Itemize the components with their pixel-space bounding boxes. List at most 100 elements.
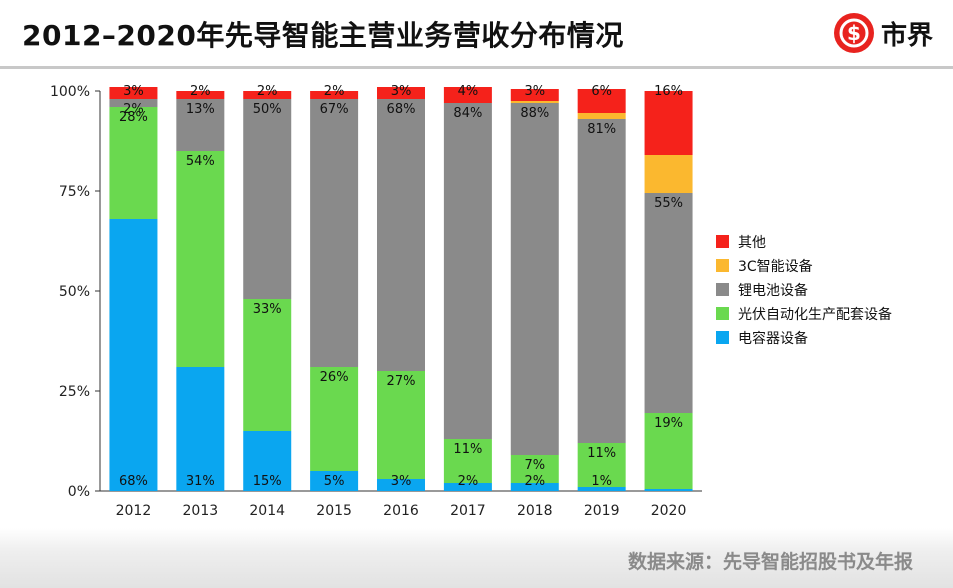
legend-label: 电容器设备 bbox=[738, 330, 808, 347]
legend-swatch bbox=[716, 259, 729, 272]
x-tick-label: 2019 bbox=[584, 503, 620, 519]
data-label: 3% bbox=[524, 84, 545, 99]
data-label: 3% bbox=[391, 474, 412, 489]
bar-segment bbox=[109, 99, 158, 107]
bar-segment bbox=[109, 87, 158, 99]
brand-logo-text: 市界 bbox=[880, 20, 933, 51]
x-tick-label: 2016 bbox=[383, 503, 419, 519]
chart-data-labels: 68%28%2%3%31%54%13%2%15%33%50%2%5%26%67%… bbox=[119, 84, 683, 489]
bar-segment bbox=[310, 367, 359, 471]
bar-segment bbox=[577, 89, 626, 113]
bar-segment bbox=[443, 483, 492, 491]
data-label: 3% bbox=[391, 84, 412, 99]
stacked-bar-chart: 0% 25% 50% 75% 100% 2012 2013 2014 2015 2016 2017 2… bbox=[50, 84, 892, 519]
bar-segment bbox=[510, 455, 559, 483]
x-tick-label: 2017 bbox=[450, 503, 486, 519]
x-tick-label: 2020 bbox=[651, 503, 687, 519]
y-tick-label: 0% bbox=[68, 484, 90, 500]
bar-segment bbox=[510, 101, 559, 103]
data-label: 2% bbox=[458, 474, 479, 489]
bar-segment bbox=[577, 487, 626, 491]
data-label: 1% bbox=[591, 474, 612, 489]
x-tick-label: 2014 bbox=[249, 503, 285, 519]
y-tick-label: 25% bbox=[59, 384, 90, 400]
data-source-note: 数据来源：先导智能招股书及年报 bbox=[627, 551, 913, 573]
data-label: 19% bbox=[654, 416, 683, 431]
bar-segment bbox=[243, 431, 292, 491]
bar-segment bbox=[443, 103, 492, 439]
data-label: 81% bbox=[587, 122, 616, 137]
data-label: 68% bbox=[387, 102, 416, 117]
data-label: 50% bbox=[253, 102, 282, 117]
bar-segment bbox=[310, 91, 359, 99]
x-tick-label: 2015 bbox=[316, 503, 352, 519]
data-label: 26% bbox=[320, 370, 349, 385]
bar-segment bbox=[510, 483, 559, 491]
data-label: 2% bbox=[190, 84, 211, 99]
data-label: 6% bbox=[591, 84, 612, 99]
bar-segment bbox=[443, 439, 492, 483]
data-label: 68% bbox=[119, 474, 148, 489]
legend-swatch bbox=[716, 235, 729, 248]
data-label: 2% bbox=[524, 474, 545, 489]
bar-segment bbox=[377, 479, 425, 491]
data-label: 28% bbox=[119, 110, 148, 125]
brand-logo: $ 市界 bbox=[833, 12, 933, 54]
bar-segment bbox=[577, 113, 626, 119]
legend-swatch bbox=[716, 307, 729, 320]
chart-axes: 0% 25% 50% 75% 100% 2012 2013 2014 2015 2016 2017 2… bbox=[50, 84, 702, 519]
footer: 数据来源：先导智能招股书及年报 bbox=[0, 528, 953, 588]
data-label: 2% bbox=[324, 84, 345, 99]
y-tick-label: 50% bbox=[59, 284, 90, 300]
chart-title: 2012–2020年先导智能主营业务营收分布情况 bbox=[22, 19, 624, 52]
bar-segment bbox=[310, 471, 359, 491]
bar-segment bbox=[644, 155, 693, 193]
legend-label: 3C智能设备 bbox=[738, 258, 813, 275]
data-label: 88% bbox=[520, 106, 549, 121]
data-label: 4% bbox=[458, 84, 479, 99]
x-tick-label: 2013 bbox=[183, 503, 219, 519]
legend-label: 锂电池设备 bbox=[738, 282, 808, 299]
legend-label: 光伏自动化生产配套设备 bbox=[738, 306, 892, 323]
bar-segment bbox=[377, 87, 425, 99]
bar-segment bbox=[176, 99, 225, 151]
data-label: 15% bbox=[253, 474, 282, 489]
brand-logo-icon: $ bbox=[833, 13, 874, 53]
data-label: 7% bbox=[524, 458, 545, 473]
data-label: 33% bbox=[253, 302, 282, 317]
bar-segment bbox=[377, 99, 425, 371]
x-tick-label: 2012 bbox=[116, 503, 152, 519]
bar-segment bbox=[176, 91, 225, 99]
data-label: 31% bbox=[186, 474, 215, 489]
data-label: 11% bbox=[453, 442, 482, 457]
y-tick-label: 100% bbox=[50, 84, 90, 100]
bar-segment bbox=[510, 89, 559, 101]
legend-swatch bbox=[716, 331, 729, 344]
bar-segment bbox=[176, 151, 225, 367]
bar-segment bbox=[243, 99, 292, 299]
bar-segment bbox=[377, 371, 425, 479]
data-label: 2% bbox=[257, 84, 278, 99]
data-label: 16% bbox=[654, 84, 683, 99]
data-label: 67% bbox=[320, 102, 349, 117]
bar-segment bbox=[109, 219, 158, 491]
bar-segment bbox=[243, 299, 292, 431]
data-label: 13% bbox=[186, 102, 215, 117]
bar-segment bbox=[644, 193, 693, 413]
bar-segment bbox=[109, 107, 158, 219]
svg-text:$: $ bbox=[847, 21, 861, 45]
bar-segment bbox=[243, 91, 292, 99]
bar-segment bbox=[644, 489, 693, 491]
data-label: 5% bbox=[324, 474, 345, 489]
bar-segment bbox=[577, 119, 626, 443]
data-label: 27% bbox=[387, 374, 416, 389]
bar-segment bbox=[443, 87, 492, 103]
header: 2012–2020年先导智能主营业务营收分布情况 $ 市界 bbox=[0, 0, 953, 66]
y-tick-label: 75% bbox=[59, 184, 90, 200]
bar-segment bbox=[577, 443, 626, 487]
bar-segment bbox=[644, 413, 693, 489]
data-label: 84% bbox=[453, 106, 482, 121]
bar-segment bbox=[176, 367, 225, 491]
data-label: 11% bbox=[587, 446, 616, 461]
